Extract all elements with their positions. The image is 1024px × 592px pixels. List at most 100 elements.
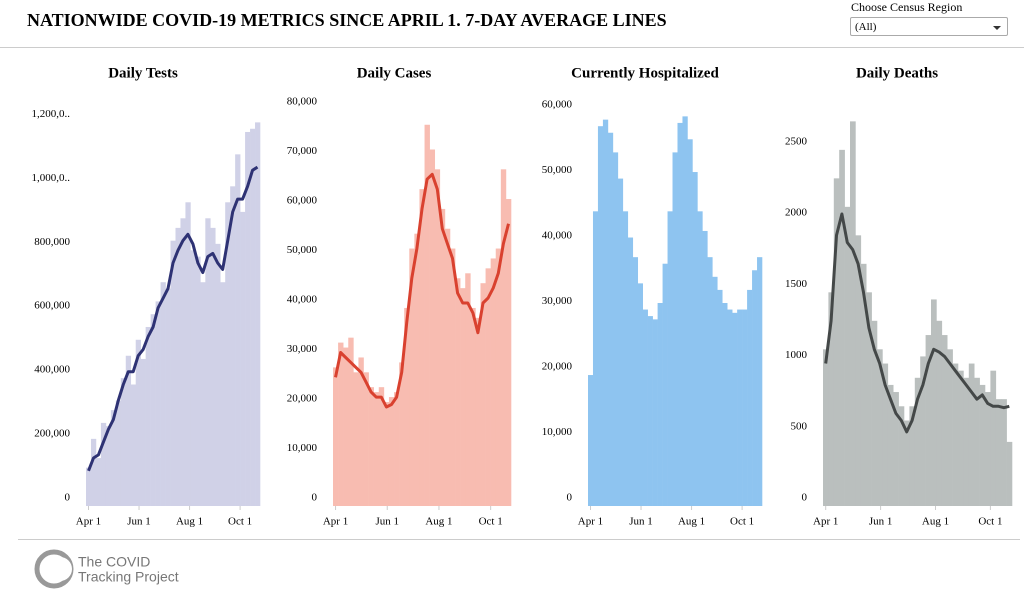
bar: [712, 276, 718, 506]
bar: [180, 218, 186, 507]
y-tick-label: 2000: [785, 207, 808, 219]
x-tick-label: Aug 1: [425, 516, 452, 528]
bar: [95, 458, 102, 506]
bar: [358, 357, 364, 506]
bar: [657, 303, 663, 506]
filter-label: Choose Census Region: [851, 0, 963, 14]
bar: [363, 372, 369, 506]
bar: [120, 378, 127, 506]
bar: [434, 169, 441, 506]
bar: [588, 375, 594, 506]
bar: [338, 342, 344, 506]
bar: [409, 248, 415, 506]
region-dropdown[interactable]: (All): [850, 17, 1008, 36]
y-tick-label: 1,200,0..: [32, 108, 71, 120]
bar: [722, 303, 728, 506]
y-tick-label: 600,000: [34, 300, 70, 312]
bar: [931, 299, 937, 506]
x-tick-label: Apr 1: [323, 516, 348, 528]
bar: [990, 370, 997, 506]
bar: [500, 169, 507, 506]
bar: [652, 319, 658, 506]
x-tick-label: Apr 1: [76, 516, 101, 528]
bar: [150, 314, 156, 506]
bar: [828, 292, 835, 506]
bar: [165, 288, 171, 506]
bar: [90, 438, 97, 506]
bar: [850, 121, 856, 507]
bar: [925, 335, 932, 506]
bar: [985, 392, 991, 506]
y-tick-label: 800,000: [34, 236, 70, 248]
bar: [485, 268, 491, 506]
y-tick-label: 50,000: [287, 244, 318, 256]
bar: [871, 320, 878, 506]
bar: [687, 139, 693, 506]
bar: [429, 149, 436, 506]
bar: [373, 392, 380, 506]
bar: [1001, 399, 1007, 506]
bar: [855, 235, 862, 507]
bar: [439, 208, 446, 507]
bar: [844, 206, 851, 506]
bar: [647, 316, 653, 506]
bar: [747, 289, 753, 506]
bar: [343, 347, 349, 506]
bar: [490, 258, 497, 506]
y-tick-label: 1000: [785, 349, 808, 361]
bar: [887, 384, 894, 506]
y-tick-label: 70,000: [287, 145, 318, 157]
bar: [941, 335, 948, 506]
logo-text: The COVID: [78, 554, 150, 570]
bar: [480, 283, 486, 506]
bar: [140, 358, 146, 506]
bar: [460, 288, 466, 506]
bar: [444, 228, 451, 507]
bar: [893, 392, 899, 506]
y-tick-label: 0: [802, 492, 808, 504]
logo-text: Tracking Project: [78, 569, 179, 585]
bar: [160, 282, 166, 506]
y-tick-label: 40,000: [287, 293, 318, 305]
bar: [424, 124, 430, 506]
bar: [920, 356, 926, 506]
bar: [882, 363, 889, 506]
bar: [612, 152, 619, 507]
bar: [205, 218, 211, 507]
y-tick-label: 0: [312, 492, 318, 504]
x-tick-label: Aug 1: [176, 516, 203, 528]
bar: [866, 292, 872, 506]
bar: [1006, 441, 1013, 506]
bar: [839, 149, 845, 506]
bar: [717, 289, 723, 506]
bar: [592, 211, 599, 507]
bar: [672, 152, 678, 507]
y-tick-label: 10,000: [542, 426, 573, 438]
bar: [135, 339, 141, 506]
logo-mark: [48, 557, 72, 581]
bar: [333, 367, 339, 506]
bar: [190, 250, 196, 506]
bar: [607, 132, 614, 506]
bar: [995, 399, 1002, 506]
x-tick-label: Oct 1: [479, 516, 503, 528]
bar: [170, 240, 176, 506]
bar: [667, 211, 673, 507]
bar: [914, 377, 921, 506]
bar: [898, 406, 905, 506]
y-tick-label: 50,000: [542, 164, 573, 176]
bar: [255, 122, 261, 506]
y-tick-label: 80,000: [287, 95, 318, 107]
x-tick-label: Aug 1: [678, 516, 705, 528]
y-tick-label: 20,000: [287, 393, 318, 405]
bar: [388, 397, 395, 506]
bar: [742, 309, 748, 506]
bar: [979, 384, 986, 506]
x-tick-label: Oct 1: [730, 516, 754, 528]
y-tick-label: 0: [65, 492, 71, 504]
bar: [175, 227, 181, 506]
avg-line: [87, 165, 259, 472]
bar: [414, 233, 420, 506]
